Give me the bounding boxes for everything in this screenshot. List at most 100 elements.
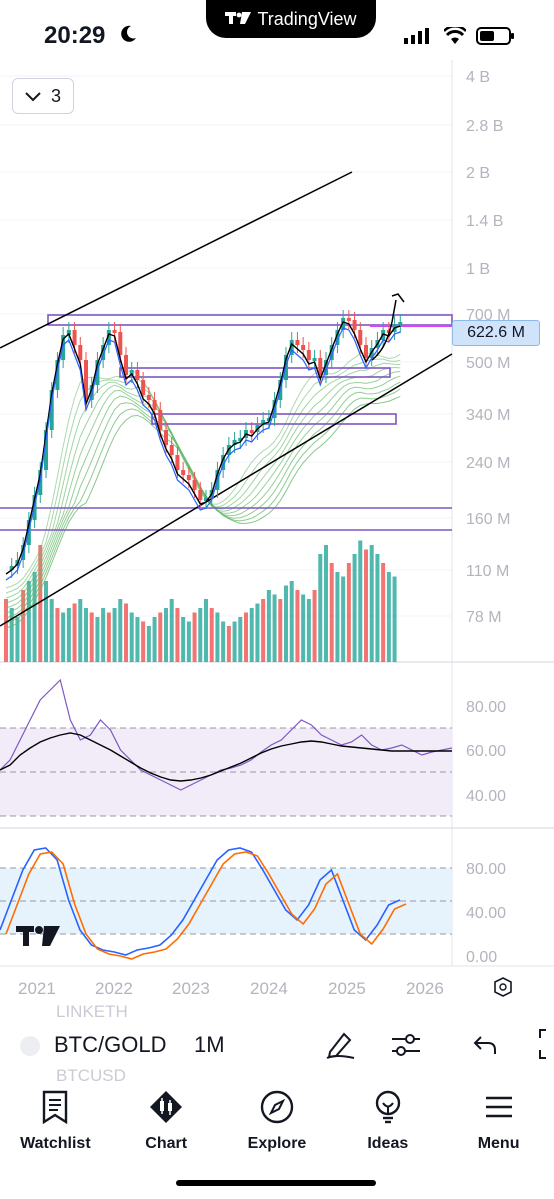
candle-body — [266, 418, 271, 421]
volume-bar — [341, 576, 346, 662]
signal-icon — [404, 28, 430, 49]
time-axis-label: 2026 — [406, 979, 444, 998]
volume-bar — [38, 545, 43, 662]
volume-bar — [324, 545, 328, 662]
price-axis-label: 110 M — [466, 563, 509, 580]
nav-menu[interactable]: Menu — [443, 1086, 554, 1166]
channel-upper-line[interactable] — [0, 171, 353, 349]
volume-bar — [352, 554, 357, 662]
candle-body — [9, 566, 14, 570]
volume-bar — [32, 572, 37, 662]
scale-settings-icon[interactable] — [494, 977, 512, 997]
nav-label-explore: Explore — [247, 1135, 307, 1152]
price-line-black — [5, 321, 401, 575]
interval-selector[interactable]: 1M — [194, 1032, 225, 1057]
candle-body — [44, 430, 48, 470]
indicator-settings-icon[interactable] — [390, 1030, 422, 1065]
volume-bar — [61, 612, 66, 662]
volume-bar — [181, 617, 186, 662]
price-axis-label: 2 B — [466, 165, 490, 182]
volume-bar — [226, 626, 231, 662]
candle-body — [175, 455, 180, 470]
symbol-logo-icon — [20, 1036, 40, 1056]
candle-body — [129, 370, 134, 375]
candle-body — [72, 330, 77, 345]
channel-lower-line[interactable] — [0, 353, 453, 627]
candle-body — [301, 345, 306, 350]
stoch-axis-label: 0.00 — [466, 949, 497, 966]
nav-watchlist[interactable]: Watchlist — [0, 1086, 111, 1166]
nav-label-menu: Menu — [477, 1135, 520, 1152]
candle-body — [101, 345, 106, 360]
nav-explore[interactable]: Explore — [222, 1086, 333, 1166]
candle-body — [124, 355, 128, 375]
chart-area[interactable]: 4 B 2.8 B 2 B 1.4 B 1 B 700 M 500 M 340 M 240 M 1… — [0, 60, 554, 1020]
ema-ribbon-line — [5, 362, 401, 599]
price-axis-label: 1.4 B — [466, 213, 503, 230]
volume-bar — [84, 608, 88, 662]
volume-bar — [146, 626, 151, 662]
candle-body — [118, 332, 123, 355]
candle-body — [306, 350, 311, 360]
candle-body — [66, 330, 71, 335]
collapse-indicators-button[interactable]: 3 — [12, 78, 74, 114]
candle-body — [186, 475, 191, 480]
drawing-pen-icon[interactable] — [324, 1028, 356, 1065]
candle-body — [49, 390, 54, 430]
candle-body — [335, 330, 340, 345]
volume-bar — [106, 612, 111, 662]
volume-bar — [26, 581, 31, 662]
price-axis-label: 4 B — [466, 69, 490, 86]
projection-arrow[interactable] — [371, 299, 397, 361]
time-axis-label: 2021 — [18, 979, 56, 998]
nav-ideas[interactable]: Ideas — [332, 1086, 443, 1166]
candle-body — [169, 445, 174, 455]
volume-bar — [209, 608, 214, 662]
candle-body — [141, 380, 146, 395]
candle-body — [152, 400, 157, 410]
price-axis-label: 500 M — [466, 355, 510, 372]
nav-chart[interactable]: Chart — [111, 1086, 222, 1166]
volume-bar — [169, 599, 174, 662]
compass-icon — [260, 1090, 294, 1129]
chevron-down-icon — [25, 86, 41, 107]
price-line-blue — [5, 327, 401, 581]
volume-bar — [312, 590, 317, 662]
volume-bar — [204, 599, 208, 662]
price-axis-label: 340 M — [466, 407, 510, 424]
volume-bar — [21, 590, 26, 662]
tradingview-watermark-icon — [16, 924, 62, 948]
status-bar: 20:29 TradingView — [0, 0, 554, 70]
price-axis-label: 78 M — [466, 609, 502, 626]
volume-bar — [266, 590, 271, 662]
symbol-name[interactable]: BTC/GOLD — [54, 1032, 167, 1057]
price-axis-label: 2.8 B — [466, 118, 503, 135]
undo-icon[interactable] — [472, 1034, 498, 1061]
volume-bar — [66, 608, 71, 662]
price-axis-label: 1 B — [466, 261, 490, 278]
volume-bar — [284, 585, 288, 662]
volume-bar — [358, 540, 363, 662]
fullscreen-icon[interactable] — [536, 1028, 554, 1065]
volume-bar — [346, 563, 351, 662]
volume-bar — [4, 599, 8, 662]
price-axis-label: 160 M — [466, 511, 510, 528]
volume-bar — [129, 612, 134, 662]
candle-body — [358, 330, 363, 345]
candle-body — [398, 322, 403, 325]
volume-bar — [272, 594, 277, 662]
volume-bar — [78, 599, 83, 662]
zone-mid[interactable] — [119, 367, 391, 378]
candle-body — [158, 410, 163, 430]
stoch-axis-label: 40.00 — [466, 905, 506, 922]
volume-bar — [9, 608, 14, 662]
nav-label-ideas: Ideas — [367, 1135, 409, 1152]
candle-body — [204, 498, 208, 501]
volume-bar — [89, 612, 94, 662]
candle-body — [181, 470, 186, 475]
nav-label-chart: Chart — [145, 1135, 188, 1152]
volume-bar — [392, 576, 397, 662]
volume-bar — [95, 617, 100, 662]
candle-body — [341, 318, 346, 330]
ghost-symbol-below: BTCUSD — [56, 1066, 126, 1085]
